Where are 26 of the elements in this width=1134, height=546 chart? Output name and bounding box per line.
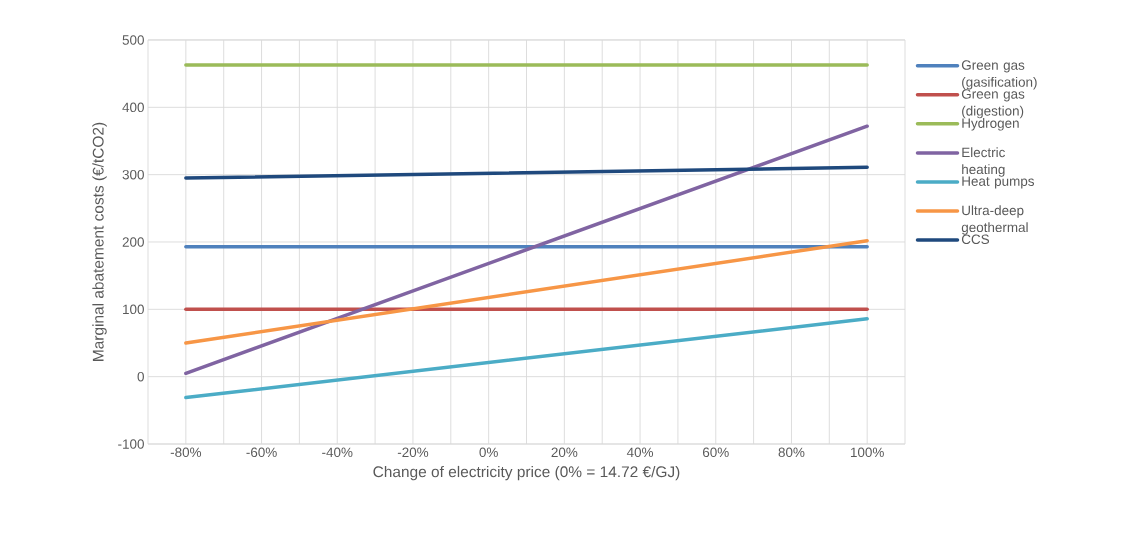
x-tick-label: 0% [479, 447, 498, 458]
y-tick-label: 300 [122, 169, 144, 180]
legend-label: Electric heating [962, 147, 1005, 177]
legend-label: Heat pumps [962, 176, 1035, 189]
legend-label: Ultra-deep geothermal [961, 205, 1028, 235]
x-tick-label: -80% [170, 447, 202, 458]
y-tick-label: 200 [122, 237, 144, 247]
x-tick-label: 80% [778, 447, 805, 458]
x-tick-label: 40% [626, 447, 654, 458]
legend-label: Green gas (gasification) [961, 60, 1037, 90]
y-tick-label: 100 [123, 304, 144, 315]
y-tick-label: -100 [118, 439, 144, 449]
legend-label: CCS [961, 234, 990, 244]
legend-label: Green gas (digestion) [961, 89, 1025, 119]
x-tick-label: -60% [246, 447, 277, 458]
x-tick-label: 20% [551, 447, 578, 458]
x-tick-label: 60% [702, 447, 729, 458]
x-tick-label: -40% [322, 447, 353, 458]
x-tick-label: 100% [850, 447, 884, 458]
y-axis-title: Marginal abatement costs (€/tCO2) [92, 122, 107, 361]
legend-label: Hydrogen [962, 118, 1019, 131]
y-tick-label: 0 [137, 371, 144, 382]
x-tick-label: -20% [397, 447, 429, 458]
x-axis-title: Change of electricity price (0% = 14.72 €/GJ) [373, 465, 680, 481]
y-tick-label: 500 [122, 35, 144, 45]
y-tick-label: 400 [122, 102, 144, 113]
